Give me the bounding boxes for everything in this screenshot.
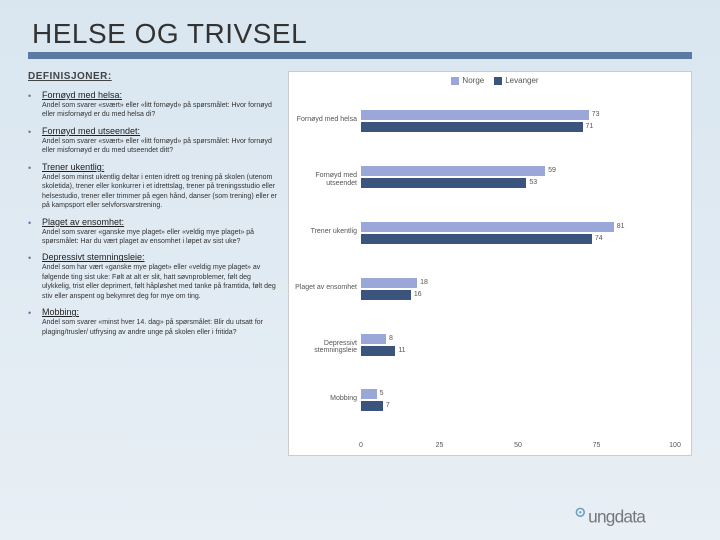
category-label: Mobbing [289,395,357,403]
definition-item: •Mobbing:Andel som svarer «minst hver 14… [28,307,278,337]
definition-item: •Depressivt stemningsleie:Andel som har … [28,252,278,301]
bar [361,222,614,232]
x-tick: 50 [514,442,522,449]
bullet-icon: • [28,252,42,301]
bullet-icon: • [28,162,42,211]
definition-desc: Andel som har vært «ganske mye plaget» e… [42,263,278,301]
x-tick: 25 [436,442,444,449]
bar-value: 8 [389,335,393,342]
x-tick: 0 [359,442,363,449]
bullet-icon: • [28,126,42,156]
definition-term: Fornøyd med utseendet: [42,126,278,136]
category-label: Fornøyd med helsa [289,116,357,124]
definition-term: Mobbing: [42,307,278,317]
bar [361,346,395,356]
category-label: Plaget av ensomhet [289,284,357,292]
definition-desc: Andel som svarer «svært» eller «litt for… [42,137,278,156]
bar [361,389,377,399]
definition-item: •Trener ukentlig:Andel som minst ukentli… [28,162,278,211]
legend-label: Levanger [505,76,538,85]
legend-swatch [451,77,459,85]
chart-plot: Fornøyd med helsa7371Fornøyd med utseend… [361,98,673,431]
bar-value: 16 [414,291,422,298]
bar-value: 71 [586,123,594,130]
bar-value: 11 [398,347,405,354]
bar-value: 5 [380,390,384,397]
bar [361,110,589,120]
bar [361,122,583,132]
bar-value: 53 [529,179,537,186]
definition-item: •Plaget av ensomhet:Andel som svarer «ga… [28,217,278,247]
bar [361,334,386,344]
bar [361,234,592,244]
definition-desc: Andel som minst ukentlig deltar i enten … [42,173,278,211]
bar [361,278,417,288]
bar [361,178,526,188]
bullet-icon: • [28,217,42,247]
page-title: HELSE OG TRIVSEL [0,0,720,52]
definitions-panel: DEFINISJONER: •Fornøyd med helsa:Andel s… [28,71,288,456]
definition-term: Plaget av ensomhet: [42,217,278,227]
category-label: Fornøyd med utseendet [289,172,357,187]
bar-value: 73 [592,111,600,118]
category-label: Depressivt stemningsleie [289,340,357,355]
x-tick: 75 [593,442,601,449]
category-label: Trener ukentlig [289,228,357,236]
bar [361,166,545,176]
chart-legend: Norge Levanger [289,76,691,85]
definition-desc: Andel som svarer «ganske mye plaget» ell… [42,228,278,247]
definition-item: •Fornøyd med utseendet:Andel som svarer … [28,126,278,156]
definition-term: Depressivt stemningsleie: [42,252,278,262]
definitions-heading: DEFINISJONER: [28,71,278,82]
legend-label: Norge [462,76,484,85]
chart: Norge Levanger Fornøyd med helsa 73 71 Fornø… [288,71,692,456]
bar [361,290,411,300]
legend-swatch [494,77,502,85]
bar-value: 74 [595,235,603,242]
definition-term: Fornøyd med helsa: [42,90,278,100]
definition-desc: Andel som svarer «minst hver 14. dag» på… [42,318,278,337]
bar-value: 59 [548,167,556,174]
bar-value: 81 [617,223,625,230]
title-underline [28,52,692,59]
definition-desc: Andel som svarer «svært» eller «litt for… [42,101,278,120]
svg-text:ungdata: ungdata [588,506,646,526]
definition-item: •Fornøyd med helsa:Andel som svarer «svæ… [28,90,278,120]
x-tick: 100 [669,442,681,449]
bar [361,401,383,411]
bullet-icon: • [28,307,42,337]
bar-value: 18 [420,279,428,286]
ungdata-logo: ungdata [574,506,692,528]
bullet-icon: • [28,90,42,120]
content: DEFINISJONER: •Fornøyd med helsa:Andel s… [0,59,720,456]
definition-term: Trener ukentlig: [42,162,278,172]
bar-value: 7 [386,402,390,409]
